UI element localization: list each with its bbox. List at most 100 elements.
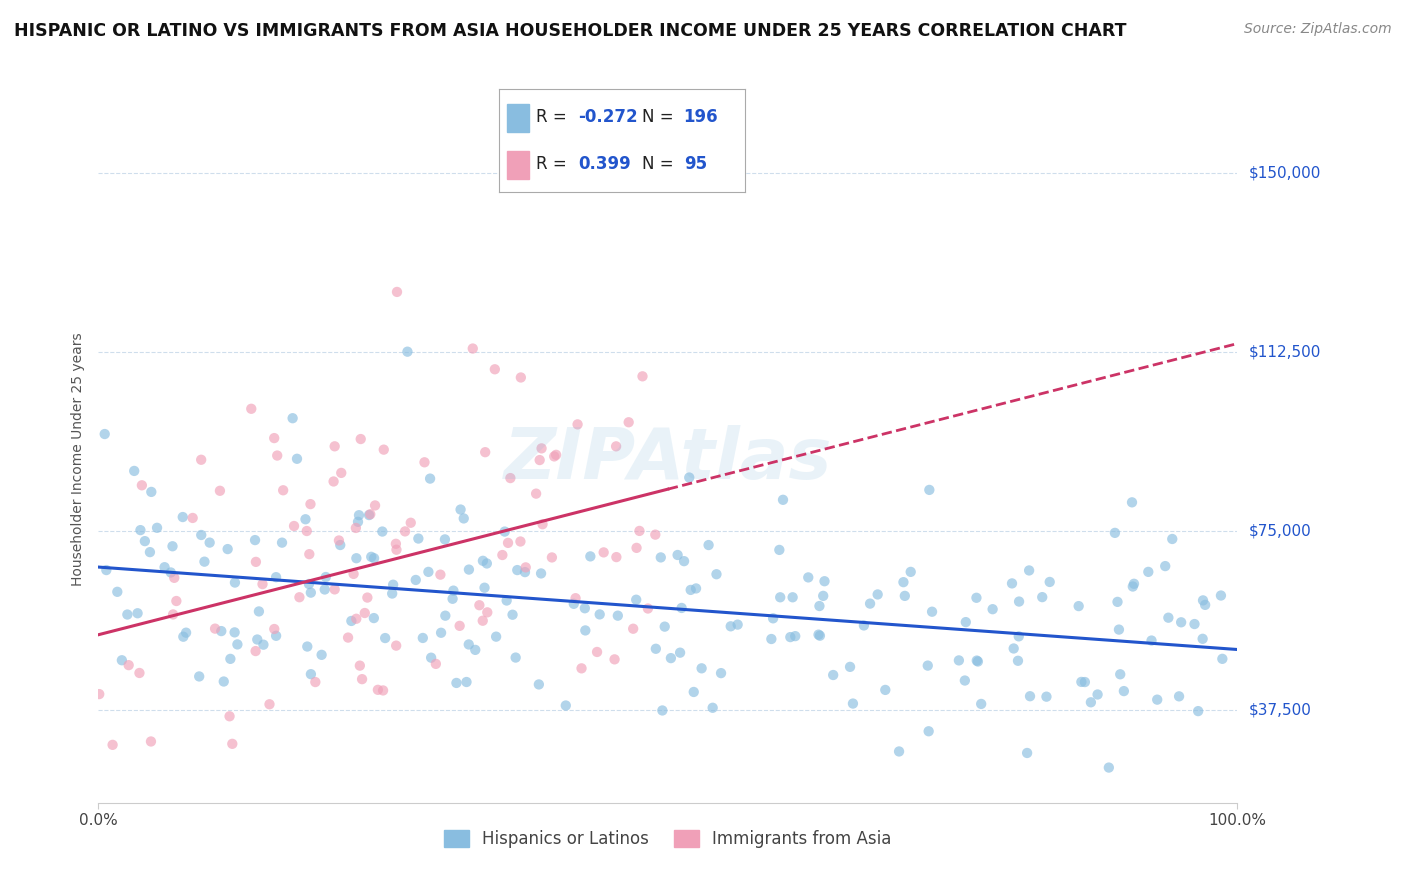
Point [218, 709, 240, 723]
Point [295, 524, 318, 538]
Point [221, 737, 243, 751]
Point [917, 658, 939, 673]
Point [1191, 632, 1213, 646]
Point [1001, 576, 1024, 591]
Point [139, 734, 162, 748]
Point [329, 538, 352, 552]
Point [294, 512, 316, 526]
Point [1161, 532, 1184, 546]
Point [1080, 695, 1102, 709]
Point [1146, 692, 1168, 706]
Point [762, 611, 785, 625]
Text: 0.399: 0.399 [578, 155, 631, 173]
Point [628, 524, 651, 538]
Point [782, 591, 804, 605]
Point [589, 607, 612, 622]
Point [457, 637, 479, 651]
Point [288, 591, 311, 605]
Point [297, 640, 319, 654]
Point [263, 431, 285, 445]
Point [281, 411, 304, 425]
Point [360, 549, 382, 564]
Point [1112, 684, 1135, 698]
Text: ZIPAtlas: ZIPAtlas [503, 425, 832, 494]
Point [966, 654, 988, 668]
Point [592, 545, 614, 559]
Text: R =: R = [536, 108, 567, 126]
Point [425, 657, 447, 671]
Point [399, 516, 422, 530]
Point [579, 549, 602, 564]
Point [245, 644, 267, 658]
Text: $75,000: $75,000 [1249, 524, 1312, 539]
Point [651, 703, 673, 717]
Point [603, 652, 626, 666]
Point [174, 625, 197, 640]
Point [129, 523, 152, 537]
Point [125, 848, 148, 863]
Point [679, 582, 702, 597]
Point [224, 575, 246, 590]
Point [1039, 574, 1062, 589]
Point [474, 445, 496, 459]
Point [105, 584, 128, 599]
Point [650, 550, 672, 565]
Point [682, 685, 704, 699]
Point [965, 591, 987, 605]
Point [917, 724, 939, 739]
Point [468, 598, 491, 612]
Point [111, 653, 134, 667]
Point [208, 483, 231, 498]
Point [110, 847, 132, 862]
Point [162, 607, 184, 622]
Point [1104, 525, 1126, 540]
Point [188, 669, 211, 683]
Point [1017, 746, 1039, 760]
Point [626, 541, 648, 555]
Point [702, 700, 724, 714]
Point [530, 566, 553, 581]
Point [271, 483, 294, 498]
Text: $150,000: $150,000 [1249, 166, 1320, 181]
Point [1121, 495, 1143, 509]
Text: HISPANIC OR LATINO VS IMMIGRANTS FROM ASIA HOUSEHOLDER INCOME UNDER 25 YEARS COR: HISPANIC OR LATINO VS IMMIGRANTS FROM AS… [14, 22, 1126, 40]
Point [198, 535, 221, 549]
Point [506, 563, 529, 577]
Point [163, 571, 186, 585]
Point [797, 570, 820, 584]
Point [131, 478, 153, 492]
Point [673, 554, 696, 568]
Point [266, 449, 288, 463]
Point [1087, 688, 1109, 702]
Point [571, 661, 593, 675]
Point [586, 645, 609, 659]
Point [1035, 690, 1057, 704]
Text: Source: ZipAtlas.com: Source: ZipAtlas.com [1244, 22, 1392, 37]
Point [252, 577, 274, 591]
Point [785, 629, 807, 643]
Point [706, 567, 728, 582]
Point [181, 511, 204, 525]
Point [921, 605, 943, 619]
Point [811, 589, 834, 603]
Point [1168, 690, 1191, 704]
Point [412, 631, 434, 645]
Point [527, 677, 550, 691]
Point [371, 524, 394, 539]
Point [1122, 580, 1144, 594]
Point [337, 631, 360, 645]
Point [385, 285, 408, 299]
Point [808, 629, 831, 643]
Point [887, 744, 910, 758]
Point [344, 612, 367, 626]
Y-axis label: Householder Income Under 25 years: Householder Income Under 25 years [72, 333, 86, 586]
Point [405, 573, 427, 587]
Point [118, 658, 141, 673]
Point [621, 622, 644, 636]
Point [495, 593, 517, 607]
Point [363, 611, 385, 625]
Point [1031, 590, 1053, 604]
Point [328, 533, 350, 548]
Point [342, 566, 364, 581]
Point [128, 665, 150, 680]
